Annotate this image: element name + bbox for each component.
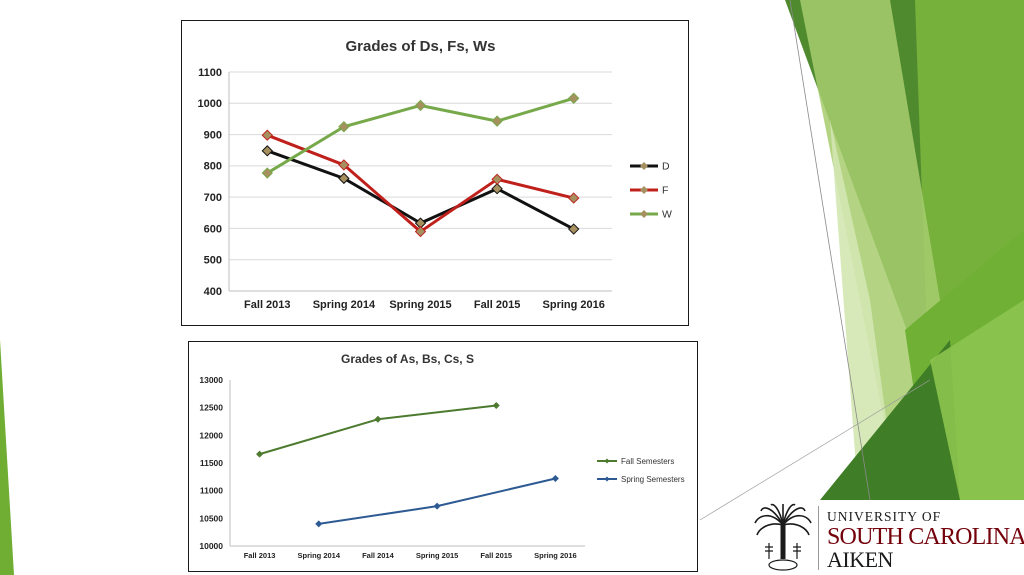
data-point-d <box>261 145 274 157</box>
data-point-f <box>491 173 503 186</box>
left-green-sliver <box>0 340 14 575</box>
x-tick-label: Fall 2015 <box>474 299 520 311</box>
soft-bottom-shard <box>930 300 1024 500</box>
data-point-d <box>567 223 580 235</box>
series-line-spring-semesters <box>318 477 556 525</box>
y-tick-label: 700 <box>204 192 222 204</box>
legend-marker-fall-semesters <box>604 458 610 464</box>
palmetto-seal-icon <box>754 503 812 571</box>
x-tick-label: Spring 2015 <box>416 551 459 560</box>
x-tick-label: Spring 2015 <box>389 299 451 311</box>
y-tick-label: 13000 <box>199 375 223 385</box>
y-tick-label: 12500 <box>199 403 223 413</box>
legend-label-d: D <box>662 161 670 173</box>
y-tick-label: 1100 <box>198 67 222 79</box>
data-point-f <box>414 225 427 238</box>
x-tick-label: Fall 2014 <box>362 551 395 560</box>
y-tick-label: 11000 <box>200 486 223 496</box>
data-point-d <box>338 172 350 185</box>
legend-label-spring-semesters: Spring Semesters <box>621 475 685 484</box>
data-point-spring-semesters <box>551 474 559 482</box>
data-point-w <box>414 99 427 112</box>
y-tick-label: 800 <box>204 161 222 173</box>
y-tick-label: 1000 <box>198 98 222 110</box>
x-tick-label: Spring 2014 <box>297 551 340 560</box>
logo-south-carolina: SOUTH CAROLINA <box>827 524 1024 550</box>
data-point-w <box>261 167 274 179</box>
chart-title: Grades of As, Bs, Cs, S <box>341 352 474 366</box>
data-point-f <box>338 159 350 171</box>
data-point-fall-semesters <box>492 401 500 409</box>
data-point-w <box>567 92 580 104</box>
dark-bottom-shard <box>820 340 960 500</box>
data-point-f <box>261 129 274 141</box>
y-tick-label: 11500 <box>200 458 223 468</box>
y-tick-label: 400 <box>204 286 222 298</box>
legend-label-w: W <box>662 209 672 221</box>
accent-line-1 <box>789 0 871 501</box>
legend-marker-w <box>640 210 648 218</box>
chart-grades-dfw-svg: Grades of Ds, Fs, Ws 400 500 600 700 800 900 10… <box>198 38 672 311</box>
chart-grades-abcs-svg: Grades of As, Bs, Cs, S 10000 10500 11000 11… <box>199 352 685 560</box>
pale-green-shard <box>830 120 900 520</box>
y-tick-label: 600 <box>204 223 222 235</box>
x-tick-label: Fall 2015 <box>480 551 512 560</box>
x-tick-label: Spring 2014 <box>313 299 376 311</box>
x-tick-label: Spring 2016 <box>534 551 577 560</box>
data-point-fall-semesters <box>256 450 264 458</box>
data-point-spring-semesters <box>315 520 323 528</box>
y-tick-label: 10000 <box>199 541 223 551</box>
chart-grades-dfw: Grades of Ds, Fs, Ws 400 500 600 700 800 900 10… <box>181 20 689 326</box>
chart-grades-abcs: Grades of As, Bs, Cs, S 10000 10500 11000 11… <box>188 341 698 572</box>
x-tick-label: Fall 2013 <box>244 299 290 311</box>
usc-aiken-logo: UNIVERSITY OF SOUTH CAROLINA AIKEN <box>745 500 1024 575</box>
chart-title: Grades of Ds, Fs, Ws <box>345 38 495 55</box>
x-tick-label: Spring 2016 <box>543 299 605 311</box>
y-tick-label: 900 <box>204 129 222 141</box>
data-point-f <box>567 192 580 204</box>
legend-marker-f <box>640 186 648 194</box>
data-point-spring-semesters <box>433 502 441 510</box>
accent-line-2 <box>699 379 931 521</box>
legend-marker-d <box>640 162 648 170</box>
data-point-w <box>338 121 350 133</box>
y-tick-label: 10500 <box>199 513 223 523</box>
legend-label-f: F <box>662 185 668 197</box>
series-line-f <box>266 133 575 234</box>
legend-marker-spring-semesters <box>604 476 610 482</box>
series-line-d <box>266 149 575 231</box>
logo-divider <box>818 506 819 570</box>
logo-university-of: UNIVERSITY OF <box>827 509 942 524</box>
data-point-w <box>491 115 503 127</box>
y-tick-label: 500 <box>204 255 222 267</box>
x-tick-label: Fall 2013 <box>244 551 276 560</box>
data-point-d <box>491 182 503 195</box>
logo-aiken: AIKEN <box>827 547 893 572</box>
data-point-fall-semesters <box>374 415 382 423</box>
legend-label-fall-semesters: Fall Semesters <box>621 457 674 466</box>
y-tick-label: 12000 <box>199 430 223 440</box>
series-line-fall-semesters <box>259 404 497 456</box>
